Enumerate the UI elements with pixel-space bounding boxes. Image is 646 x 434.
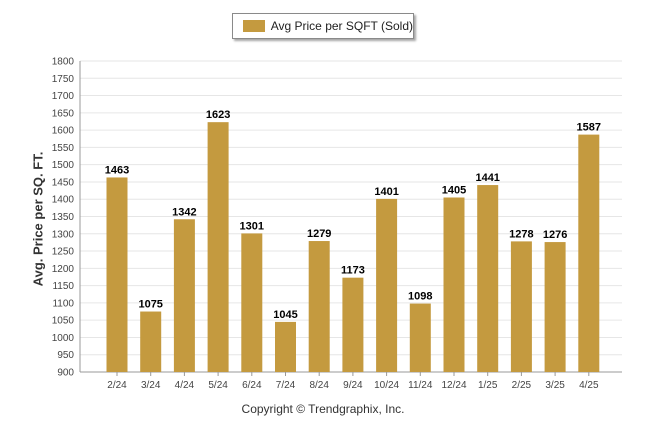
- data-label: 1173: [341, 265, 365, 277]
- bar: [376, 198, 398, 372]
- x-tick-label: 7/24: [276, 380, 296, 391]
- y-tick-label: 1750: [52, 74, 75, 85]
- x-tick-label: 2/25: [512, 380, 532, 391]
- y-tick-label: 1400: [52, 195, 75, 206]
- legend-label: Avg Price per SQFT (Sold): [270, 19, 413, 33]
- data-label: 1276: [543, 229, 567, 241]
- legend: Avg Price per SQFT (Sold): [232, 13, 414, 39]
- data-label: 1301: [240, 220, 264, 232]
- bar: [207, 122, 229, 372]
- copyright-text: Copyright © Trendgraphix, Inc.: [241, 402, 405, 416]
- bar: [510, 241, 532, 372]
- bar: [544, 242, 566, 372]
- y-tick-label: 1300: [52, 229, 75, 240]
- y-tick-label: 1200: [52, 264, 75, 275]
- y-tick-label: 1600: [52, 126, 75, 137]
- y-tick-label: 1800: [52, 57, 75, 68]
- x-tick-label: 6/24: [242, 380, 262, 391]
- data-label: 1098: [408, 291, 432, 303]
- y-tick-label: 1700: [52, 91, 75, 102]
- x-tick-label: 8/24: [309, 380, 329, 391]
- y-tick-label: 1000: [52, 333, 75, 344]
- x-tick-label: 2/24: [107, 380, 127, 391]
- bar: [477, 185, 499, 372]
- bar: [173, 219, 195, 372]
- x-tick-label: 10/24: [374, 380, 399, 391]
- data-label: 1342: [172, 206, 196, 218]
- x-tick-label: 11/24: [408, 380, 433, 391]
- y-tick-label: 950: [57, 350, 74, 361]
- bar: [275, 321, 296, 372]
- data-label: 1075: [138, 299, 162, 311]
- data-label: 1587: [577, 122, 601, 134]
- y-tick-label: 1550: [52, 143, 75, 154]
- data-label: 1463: [105, 164, 129, 176]
- bar: [308, 241, 330, 372]
- x-tick-label: 3/25: [545, 380, 565, 391]
- legend-swatch: [243, 20, 265, 32]
- bar: [342, 277, 364, 372]
- x-tick-label: 4/24: [175, 380, 195, 391]
- y-tick-label: 1450: [52, 177, 75, 188]
- x-tick-label: 4/25: [579, 380, 599, 391]
- bar: [409, 303, 431, 372]
- x-tick-label: 3/24: [141, 380, 161, 391]
- bar: [241, 233, 263, 372]
- data-label: 1278: [509, 228, 533, 240]
- y-tick-label: 900: [57, 368, 74, 379]
- y-tick-label: 1150: [52, 281, 74, 292]
- y-tick-label: 1350: [52, 212, 75, 223]
- data-label: 1623: [206, 109, 230, 121]
- y-tick-label: 1250: [52, 247, 75, 258]
- x-tick-label: 9/24: [343, 380, 363, 391]
- y-tick-label: 1500: [52, 160, 75, 171]
- x-tick-label: 5/24: [208, 380, 228, 391]
- data-label: 1401: [374, 186, 398, 198]
- y-tick-label: 1650: [52, 108, 75, 119]
- data-label: 1279: [307, 228, 331, 240]
- x-tick-label: 12/24: [441, 380, 466, 391]
- bar: [578, 134, 600, 372]
- bar: [140, 311, 162, 372]
- data-label: 1045: [273, 309, 297, 321]
- bar: [443, 197, 465, 372]
- data-label: 1405: [442, 184, 466, 196]
- y-tick-label: 1050: [52, 316, 75, 327]
- bar: [106, 177, 128, 372]
- y-tick-label: 1100: [52, 298, 74, 309]
- data-label: 1441: [475, 172, 499, 184]
- x-tick-label: 1/25: [478, 380, 498, 391]
